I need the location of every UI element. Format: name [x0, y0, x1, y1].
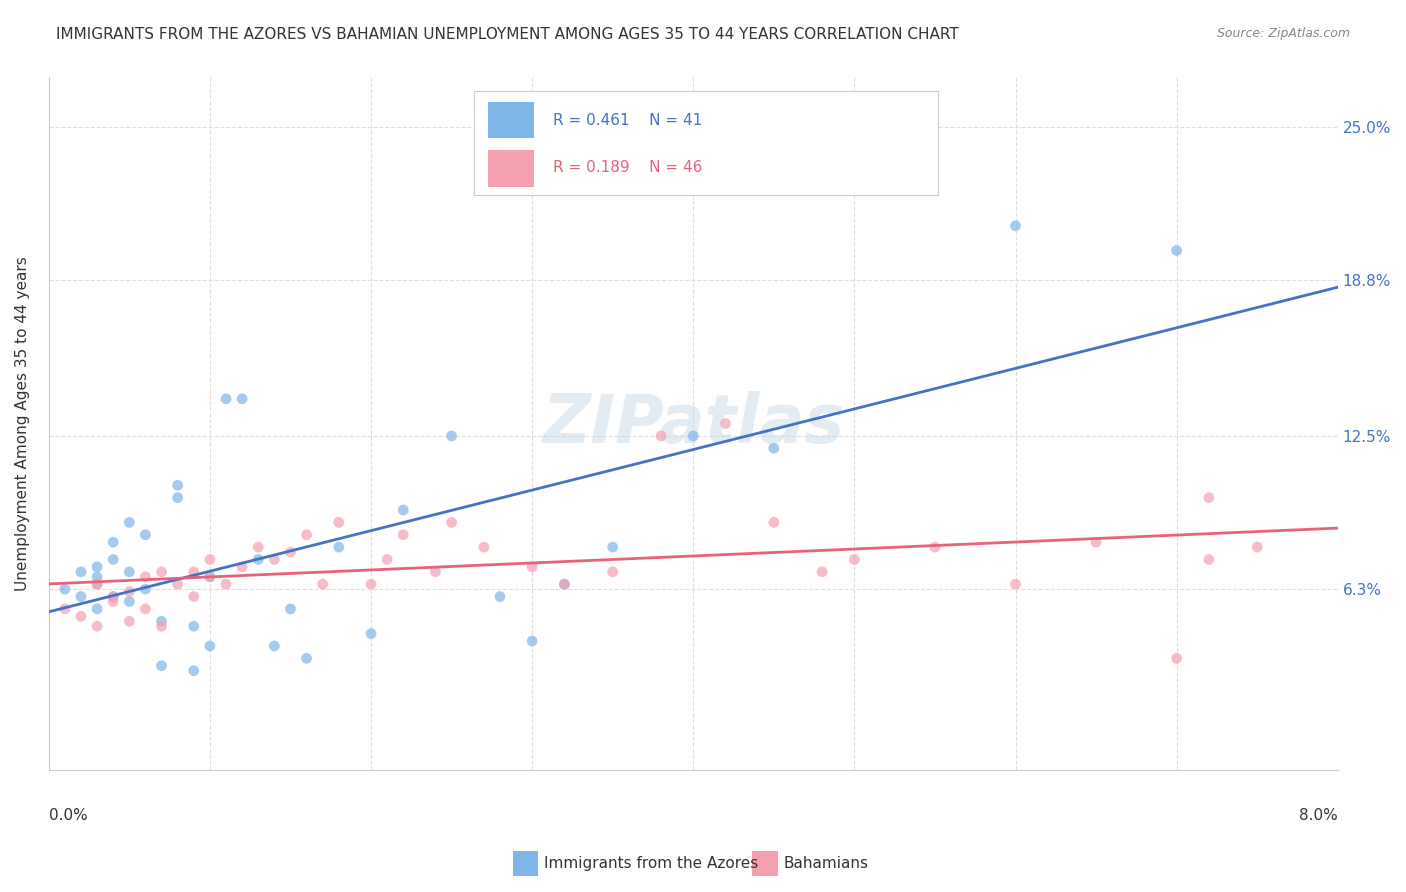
Point	[392, 503, 415, 517]
Point	[198, 570, 221, 584]
Point	[86, 602, 108, 616]
Point	[682, 429, 704, 443]
Point	[86, 560, 108, 574]
Point	[1004, 219, 1026, 233]
Point	[103, 594, 125, 608]
Point	[70, 590, 93, 604]
Point	[328, 540, 350, 554]
Text: Immigrants from the Azores: Immigrants from the Azores	[544, 856, 758, 871]
Point	[70, 609, 93, 624]
Point	[231, 392, 253, 406]
Point	[1085, 535, 1108, 549]
Y-axis label: Unemployment Among Ages 35 to 44 years: Unemployment Among Ages 35 to 44 years	[15, 256, 30, 591]
Point	[762, 516, 785, 530]
Point	[762, 442, 785, 456]
Text: Source: ZipAtlas.com: Source: ZipAtlas.com	[1216, 27, 1350, 40]
Point	[118, 565, 141, 579]
Point	[489, 590, 512, 604]
Point	[247, 552, 270, 566]
Point	[553, 577, 575, 591]
Point	[53, 602, 76, 616]
Point	[247, 540, 270, 554]
Point	[425, 565, 447, 579]
Point	[1198, 491, 1220, 505]
Point	[150, 614, 173, 628]
Point	[553, 577, 575, 591]
Point	[198, 570, 221, 584]
Point	[1166, 651, 1188, 665]
Point	[1004, 577, 1026, 591]
Point	[53, 582, 76, 596]
Point	[472, 540, 495, 554]
Point	[198, 552, 221, 566]
Point	[360, 626, 382, 640]
Point	[70, 565, 93, 579]
Point	[440, 516, 463, 530]
Point	[328, 516, 350, 530]
Point	[215, 577, 238, 591]
Text: 8.0%: 8.0%	[1299, 808, 1337, 823]
Point	[103, 552, 125, 566]
Point	[150, 565, 173, 579]
Point	[375, 552, 398, 566]
Point	[118, 584, 141, 599]
Point	[103, 535, 125, 549]
Point	[118, 516, 141, 530]
Point	[280, 545, 302, 559]
Point	[602, 540, 624, 554]
Point	[118, 614, 141, 628]
Point	[183, 619, 205, 633]
Point	[650, 429, 672, 443]
Point	[183, 664, 205, 678]
Point	[1246, 540, 1268, 554]
Point	[520, 560, 543, 574]
Point	[263, 639, 285, 653]
Point	[231, 560, 253, 574]
Point	[198, 639, 221, 653]
Point	[1166, 244, 1188, 258]
Point	[183, 590, 205, 604]
Point	[134, 602, 156, 616]
Point	[520, 634, 543, 648]
Point	[602, 565, 624, 579]
Point	[103, 590, 125, 604]
Point	[150, 658, 173, 673]
Point	[118, 594, 141, 608]
Point	[166, 491, 188, 505]
Text: IMMIGRANTS FROM THE AZORES VS BAHAMIAN UNEMPLOYMENT AMONG AGES 35 TO 44 YEARS CO: IMMIGRANTS FROM THE AZORES VS BAHAMIAN U…	[56, 27, 959, 42]
Point	[86, 570, 108, 584]
Point	[280, 602, 302, 616]
Text: Bahamians: Bahamians	[783, 856, 868, 871]
Point	[295, 528, 318, 542]
Point	[86, 619, 108, 633]
Point	[86, 577, 108, 591]
Point	[392, 528, 415, 542]
Point	[183, 565, 205, 579]
Point	[86, 577, 108, 591]
Point	[811, 565, 834, 579]
Point	[263, 552, 285, 566]
Point	[311, 577, 333, 591]
Point	[103, 590, 125, 604]
Point	[714, 417, 737, 431]
Point	[166, 478, 188, 492]
Text: ZIPatlas: ZIPatlas	[543, 391, 844, 457]
Point	[295, 651, 318, 665]
Point	[1198, 552, 1220, 566]
Point	[844, 552, 866, 566]
Point	[215, 392, 238, 406]
Point	[134, 570, 156, 584]
Point	[134, 528, 156, 542]
Point	[134, 582, 156, 596]
Point	[150, 619, 173, 633]
Point	[360, 577, 382, 591]
Point	[440, 429, 463, 443]
Point	[166, 577, 188, 591]
Text: 0.0%: 0.0%	[49, 808, 87, 823]
Point	[924, 540, 946, 554]
